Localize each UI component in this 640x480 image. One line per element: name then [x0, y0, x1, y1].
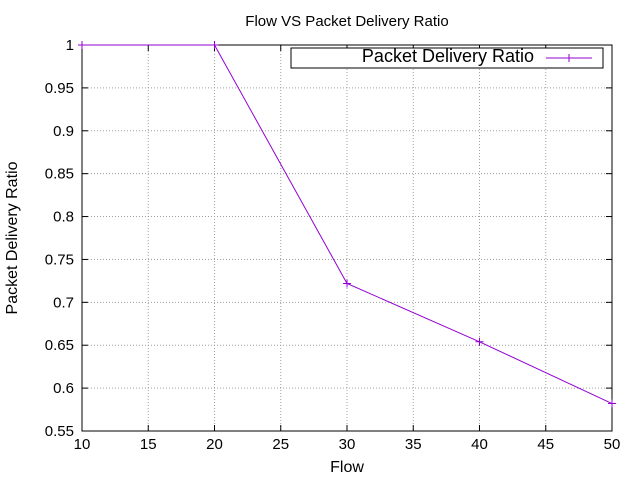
y-tick-label: 1: [66, 37, 74, 54]
x-axis-title: Flow: [330, 459, 364, 476]
x-tick-label: 15: [140, 436, 157, 453]
y-tick-label: 0.8: [53, 209, 74, 226]
y-tick-label: 0.6: [53, 380, 74, 397]
data-point-marker: [78, 41, 86, 49]
legend-marker-sample: [565, 54, 573, 62]
y-tick-label: 0.75: [45, 251, 74, 268]
x-tick-label: 35: [405, 436, 422, 453]
y-tick-label: 0.9: [53, 123, 74, 140]
chart-title: Flow VS Packet Delivery Ratio: [245, 13, 448, 30]
legend-label: Packet Delivery Ratio: [362, 46, 534, 66]
series-layer: [78, 41, 616, 408]
y-tick-label: 0.95: [45, 80, 74, 97]
series-line: [82, 44, 613, 405]
x-tick-label: 20: [206, 436, 223, 453]
data-point-marker: [343, 279, 351, 288]
legend-box: [290, 47, 604, 69]
x-tick-label: 45: [537, 436, 554, 453]
data-point-marker: [475, 337, 484, 346]
x-tick-label: 40: [471, 436, 488, 453]
x-tick-label: 10: [74, 436, 91, 453]
y-tick-label: 0.65: [45, 337, 74, 354]
y-tick-label: 0.7: [53, 294, 74, 311]
y-tick-label: 0.85: [45, 166, 74, 183]
data-point-marker: [210, 41, 219, 49]
y-axis-title: Packet Delivery Ratio: [4, 161, 21, 314]
x-tick-label: 25: [272, 436, 289, 453]
x-tick-labels: 10 15 20 25 30 35 40 45 50: [74, 436, 621, 453]
data-point-marker: [608, 399, 616, 408]
y-tick-label: 0.55: [45, 423, 74, 440]
x-tick-label: 50: [604, 436, 621, 453]
grid-lines: [82, 45, 612, 431]
y-tick-labels: 0.55 0.6 0.65 0.7 0.75 0.8 0.85 0.9 0.95 1: [45, 37, 74, 440]
legend: Packet Delivery Ratio: [290, 46, 604, 69]
x-tick-label: 30: [339, 436, 356, 453]
